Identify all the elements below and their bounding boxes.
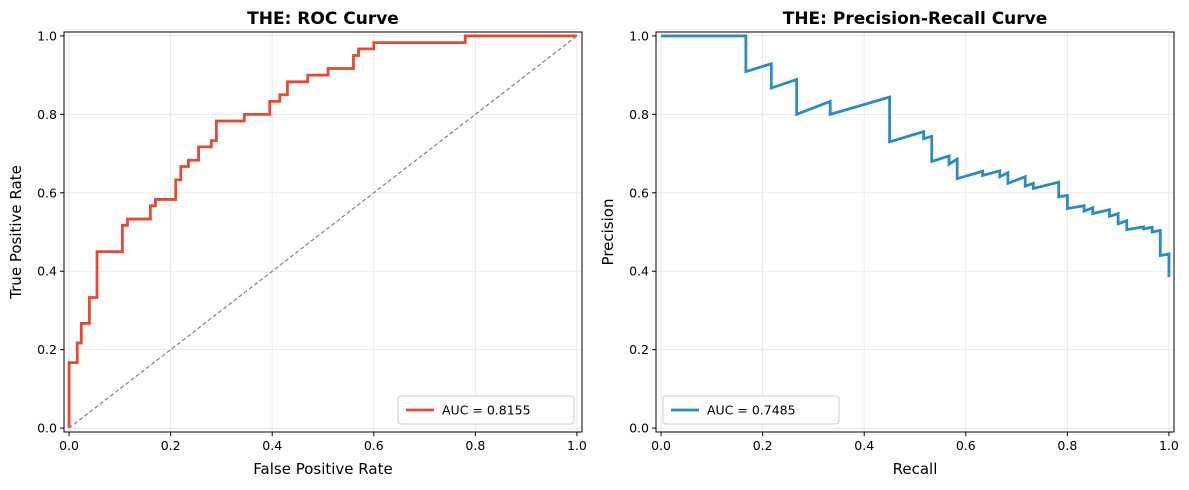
x-tick-label: 0.0 [651, 438, 671, 453]
y-tick-label: 0.6 [629, 185, 649, 200]
y-tick-label: 0.0 [37, 421, 57, 436]
y-tick-label: 0.0 [629, 421, 649, 436]
y-tick-label: 1.0 [37, 28, 57, 43]
y-tick-label: 0.4 [37, 264, 57, 279]
chart-title: THE: ROC Curve [247, 9, 399, 29]
y-tick-label: 0.8 [37, 107, 57, 122]
x-tick-label: 0.4 [262, 438, 282, 453]
x-tick-label: 0.8 [1057, 438, 1077, 453]
x-axis-label: False Positive Rate [253, 460, 392, 478]
legend: AUC = 0.7485 [662, 395, 840, 425]
chart-title: THE: Precision-Recall Curve [783, 9, 1048, 29]
x-tick-label: 0.0 [59, 438, 79, 453]
y-tick-label: 0.2 [37, 342, 57, 357]
legend: AUC = 0.8155 [397, 395, 575, 425]
legend-box [662, 395, 840, 425]
diagonal-reference-line [68, 35, 578, 429]
x-tick-label: 1.0 [1159, 438, 1179, 453]
legend-label: AUC = 0.8155 [442, 403, 531, 418]
y-axis-label: Precision [599, 199, 617, 266]
chart-panel-2: 0.0 0.2 0.4 0.6 0.8 1.0 0.0 0.2 0.4 0.6 0.8 1.0 THE:… [599, 9, 1179, 478]
y-tick-label: 0.4 [629, 264, 649, 279]
chart-panel-1: 0.0 0.2 0.4 0.6 0.8 1.0 0.0 0.2 0.4 0.6 0.8 1.0 THE:… [7, 9, 587, 478]
legend-label: AUC = 0.7485 [707, 403, 796, 418]
axes-frame [63, 31, 583, 433]
x-tick-label: 0.4 [854, 438, 874, 453]
series-line [661, 34, 1171, 278]
x-tick-label: 0.6 [956, 438, 976, 453]
x-tick-label: 1.0 [567, 438, 587, 453]
axes-frame [655, 31, 1175, 433]
y-axis-label: True Positive Rate [7, 165, 25, 300]
legend-box [397, 395, 575, 425]
x-tick-label: 0.2 [161, 438, 181, 453]
x-axis-label: Recall [893, 460, 938, 478]
series-line [67, 34, 577, 429]
x-tick-label: 0.8 [465, 438, 485, 453]
y-tick-label: 1.0 [629, 28, 649, 43]
y-tick-label: 0.2 [629, 342, 649, 357]
y-tick-label: 0.6 [37, 185, 57, 200]
x-tick-label: 0.2 [753, 438, 773, 453]
y-tick-label: 0.8 [629, 107, 649, 122]
x-tick-label: 0.6 [364, 438, 384, 453]
